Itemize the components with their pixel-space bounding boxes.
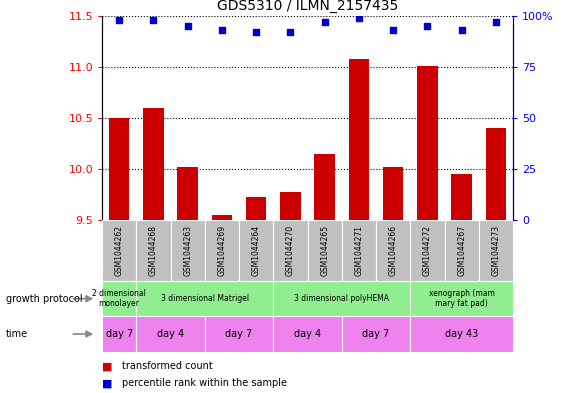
Bar xyxy=(109,118,129,220)
Bar xyxy=(102,220,136,281)
Bar xyxy=(451,174,472,220)
Bar xyxy=(417,66,438,220)
Bar xyxy=(445,220,479,281)
Point xyxy=(251,29,261,35)
Point xyxy=(388,27,398,33)
Text: GSM1044269: GSM1044269 xyxy=(217,225,226,276)
Bar xyxy=(273,281,410,316)
Bar xyxy=(342,316,410,352)
Text: ■: ■ xyxy=(102,378,113,388)
Title: GDS5310 / ILMN_2157435: GDS5310 / ILMN_2157435 xyxy=(217,0,398,13)
Text: GSM1044268: GSM1044268 xyxy=(149,225,158,276)
Bar xyxy=(212,215,232,220)
Bar xyxy=(170,220,205,281)
Text: day 7: day 7 xyxy=(226,329,252,339)
Text: GSM1044265: GSM1044265 xyxy=(320,225,329,276)
Text: xenograph (mam
mary fat pad): xenograph (mam mary fat pad) xyxy=(429,289,494,309)
Point xyxy=(183,23,192,29)
Text: day 43: day 43 xyxy=(445,329,478,339)
Bar xyxy=(136,220,170,281)
Point xyxy=(457,27,466,33)
Bar xyxy=(273,316,342,352)
Bar xyxy=(479,220,513,281)
Text: transformed count: transformed count xyxy=(122,361,213,371)
Point xyxy=(423,23,432,29)
Bar xyxy=(410,281,513,316)
Point xyxy=(320,19,329,25)
Bar xyxy=(102,281,136,316)
Text: ■: ■ xyxy=(102,361,113,371)
Text: GSM1044267: GSM1044267 xyxy=(457,225,466,276)
Bar xyxy=(205,220,239,281)
Text: percentile rank within the sample: percentile rank within the sample xyxy=(122,378,287,388)
Text: GSM1044262: GSM1044262 xyxy=(115,225,124,276)
Bar xyxy=(314,154,335,220)
Text: GSM1044263: GSM1044263 xyxy=(183,225,192,276)
Point xyxy=(149,17,158,23)
Bar xyxy=(342,220,376,281)
Point xyxy=(286,29,295,35)
Bar xyxy=(383,167,403,220)
Text: GSM1044273: GSM1044273 xyxy=(491,225,500,276)
Point xyxy=(491,19,501,25)
Text: GSM1044272: GSM1044272 xyxy=(423,225,432,276)
Text: GSM1044266: GSM1044266 xyxy=(389,225,398,276)
Text: GSM1044271: GSM1044271 xyxy=(354,225,363,276)
Text: time: time xyxy=(6,329,28,339)
Bar xyxy=(349,59,369,220)
Bar xyxy=(410,220,445,281)
Bar xyxy=(308,220,342,281)
Text: day 4: day 4 xyxy=(294,329,321,339)
Bar xyxy=(280,193,301,220)
Bar xyxy=(486,128,506,220)
Text: GSM1044270: GSM1044270 xyxy=(286,225,295,276)
Bar xyxy=(273,220,308,281)
Text: growth protocol: growth protocol xyxy=(6,294,82,304)
Text: 3 dimensional Matrigel: 3 dimensional Matrigel xyxy=(161,294,249,303)
Bar xyxy=(102,316,136,352)
Point xyxy=(217,27,227,33)
Text: 2 dimensional
monolayer: 2 dimensional monolayer xyxy=(92,289,146,309)
Text: 3 dimensional polyHEMA: 3 dimensional polyHEMA xyxy=(294,294,389,303)
Text: GSM1044264: GSM1044264 xyxy=(252,225,261,276)
Point xyxy=(354,15,364,21)
Text: day 7: day 7 xyxy=(106,329,133,339)
Bar xyxy=(177,167,198,220)
Bar xyxy=(376,220,410,281)
Bar xyxy=(410,316,513,352)
Bar xyxy=(143,108,164,220)
Bar xyxy=(136,281,273,316)
Bar xyxy=(246,196,266,220)
Text: day 4: day 4 xyxy=(157,329,184,339)
Bar xyxy=(205,316,273,352)
Point xyxy=(114,17,124,23)
Bar xyxy=(136,316,205,352)
Text: day 7: day 7 xyxy=(363,329,389,339)
Bar xyxy=(239,220,273,281)
